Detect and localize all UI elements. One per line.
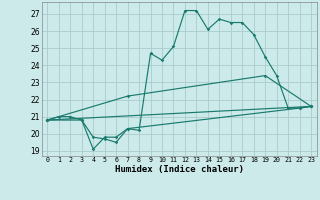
X-axis label: Humidex (Indice chaleur): Humidex (Indice chaleur) (115, 165, 244, 174)
